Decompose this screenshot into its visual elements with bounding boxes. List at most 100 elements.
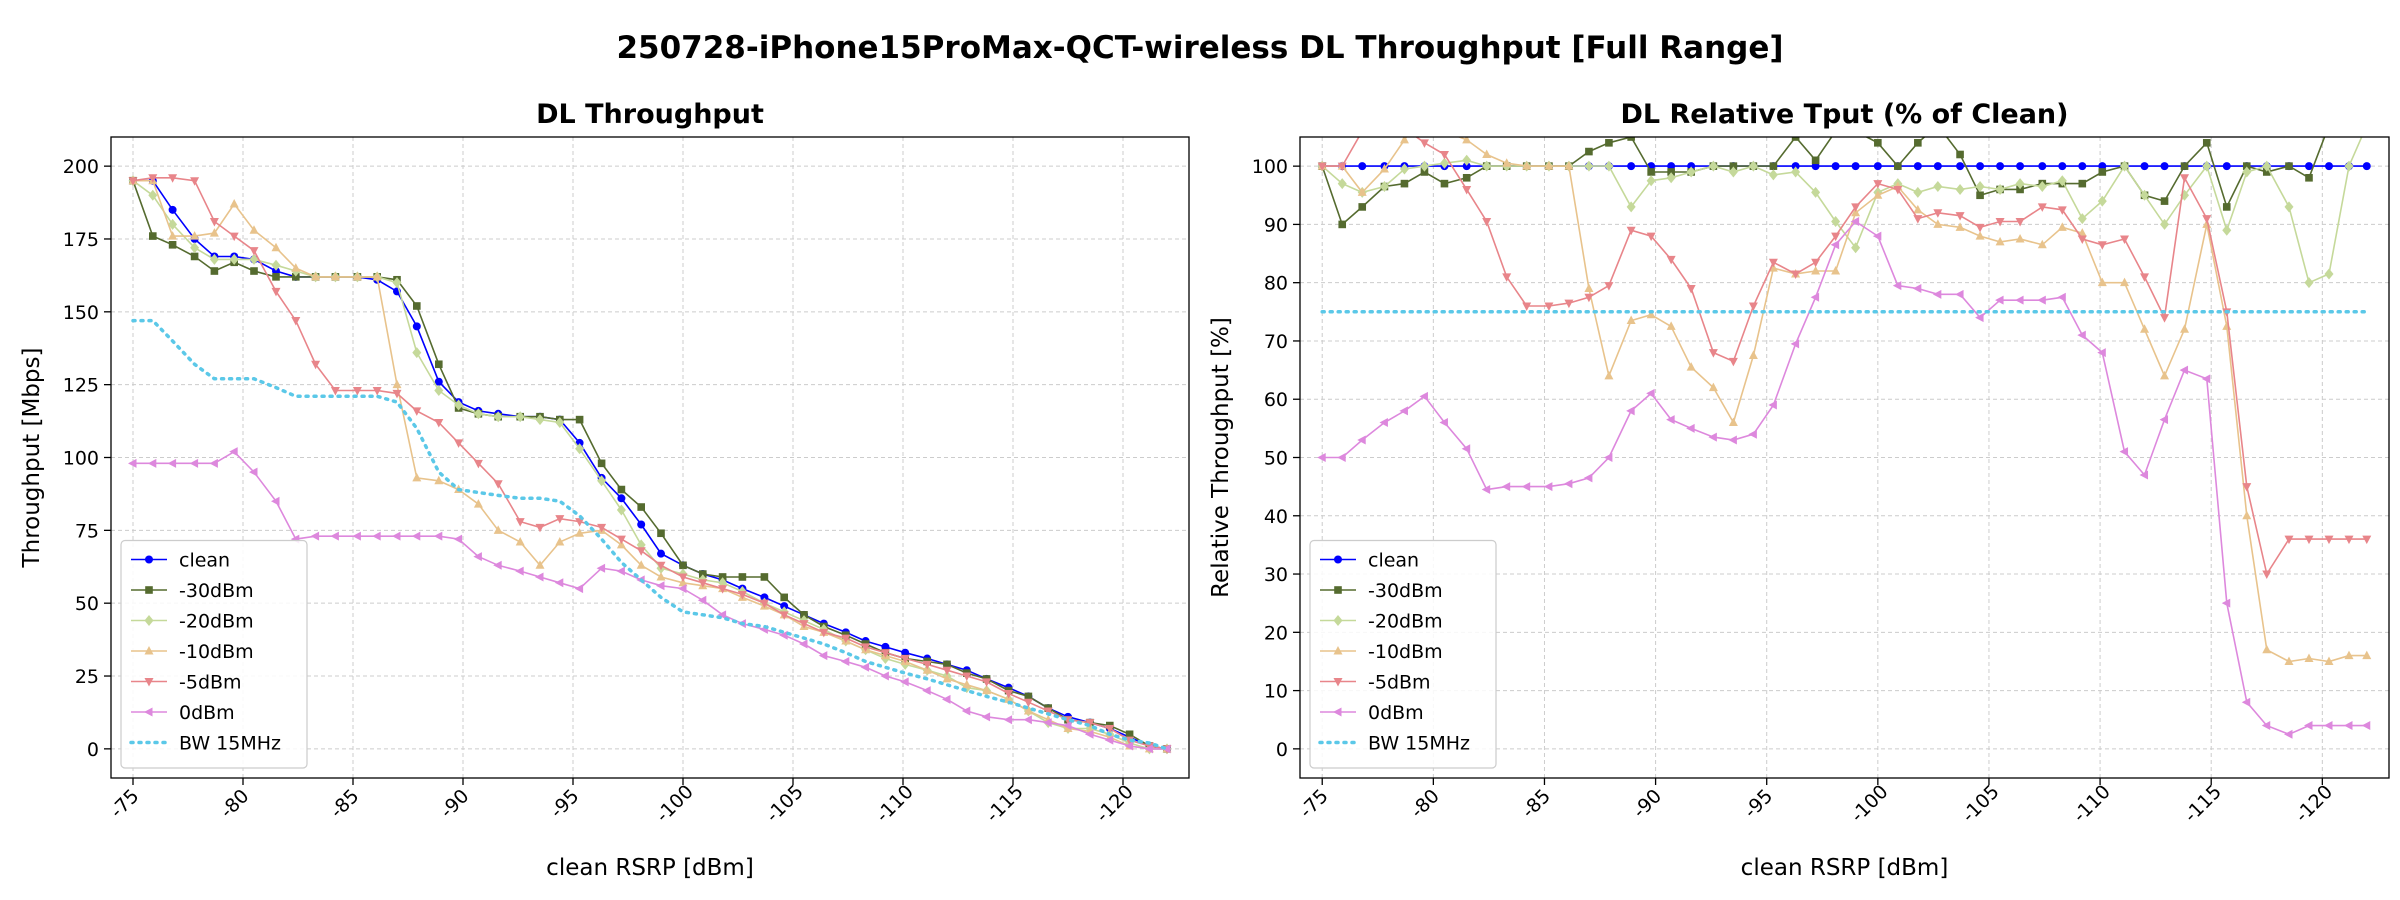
- chart2-series-0dbm-point-46: [2261, 721, 2271, 731]
- chart2-ytick-label-8: 80: [1264, 273, 1288, 295]
- chart2-series-5dbm-point-34: [2015, 217, 2025, 227]
- chart1-series-0dbm-point-46: [1063, 721, 1072, 731]
- chart1-series-clean-point-2: [168, 205, 177, 214]
- chart1-series-0dbm-point-35: [840, 656, 850, 666]
- chart1-series-10dbm-point-12: [372, 271, 382, 281]
- chart1-series-0dbm-point-36: [860, 662, 870, 672]
- chart1-ytick-label-0: 0: [87, 739, 99, 761]
- chart1-xtick-label-4: -95: [546, 785, 584, 823]
- chart1-series-bw-15mhz-line: [131, 318, 1169, 751]
- chart2-series-20dbm-point-30: [1933, 181, 1943, 193]
- chart1-series-10dbm-point-11: [352, 271, 362, 281]
- chart2-series-20dbm-point-15: [1626, 201, 1636, 213]
- chart2-series-30dbm-point-14: [1605, 139, 1613, 147]
- chart2-series-clean-point-37: [2078, 162, 2087, 171]
- chart2-series-0dbm-point-23: [1790, 339, 1800, 349]
- chart2-series-5dbm-point-28: [1893, 185, 1903, 195]
- chart1-ytick-label-5: 125: [63, 375, 99, 397]
- chart2-series-0dbm-point-21: [1748, 429, 1757, 439]
- chart1-series-30dbm-point-1: [149, 232, 157, 240]
- chart1-ylabel: Throughput [Mbps]: [19, 348, 45, 569]
- chart1-series-0dbm-point-0: [128, 458, 137, 468]
- chart2-series-10dbm-point-3: [1379, 164, 1389, 173]
- chart2-legend-entry-5dbm-marker: [1333, 678, 1343, 687]
- chart2-series-10dbm-point-2: [1357, 187, 1367, 196]
- chart2-series-5dbm-point-29: [1913, 215, 1923, 224]
- chart2-series-5dbm-point-35: [2037, 203, 2047, 212]
- chart2-series-clean-point-41: [2160, 162, 2169, 171]
- chart2-series-clean-point-27: [1873, 162, 1882, 171]
- chart2-title: DL Relative Tput (% of Clean): [1621, 99, 2069, 130]
- chart2-series-5dbm-point-17: [1666, 255, 1676, 265]
- chart1-legend-entry-30dbm-marker: [145, 586, 153, 594]
- chart2-series-20dbm-point-24: [1811, 186, 1821, 198]
- chart1-series-5dbm-point-42: [982, 678, 992, 687]
- chart2-series-20dbm-point-29: [1913, 186, 1923, 198]
- chart2-series-30dbm-point-51: [2363, 122, 2371, 130]
- chart1-series-0dbm-point-16: [453, 534, 463, 544]
- chart2-series-0dbm-point-29: [1912, 284, 1922, 294]
- chart1-ytick-label-4: 100: [63, 448, 99, 470]
- chart2-series-5dbm-point-13: [1584, 293, 1594, 303]
- chart1-series-0dbm-point-34: [818, 651, 828, 661]
- chart2-series-30dbm-point-6: [1440, 179, 1449, 188]
- chart1-series-20dbm-point-2: [168, 218, 178, 230]
- chart1-series-30dbm-point-25: [637, 503, 645, 511]
- chart1-series-0dbm-point-14: [411, 531, 421, 541]
- chart1-series-10dbm-point-24: [616, 539, 626, 549]
- chart2-series-0dbm-point-38: [2097, 348, 2106, 358]
- chart2-series-5dbm-point-10: [1522, 302, 1532, 311]
- chart2-series-30dbm-point-4: [1400, 179, 1409, 188]
- chart1-series-30dbm-point-3: [190, 252, 199, 261]
- chart2-series-30dbm-point-45: [2242, 162, 2251, 170]
- chart2-series-30dbm-point-44: [2222, 203, 2231, 211]
- chart2-series-10dbm-point-38: [2097, 277, 2107, 287]
- chart2-series-10dbm-point-30: [1933, 219, 1943, 228]
- chart1-series-30dbm-point-6: [250, 267, 258, 275]
- chart1-series-clean-point-31: [760, 593, 769, 602]
- chart1-series-30dbm-point-30: [738, 573, 747, 581]
- chart1-xtick-label-0: -75: [106, 785, 144, 823]
- chart2-series-0dbm-point-26: [1850, 216, 1860, 226]
- chart2-ytick-label-7: 70: [1264, 331, 1288, 353]
- chart2-series-10dbm-point-20: [1728, 417, 1738, 427]
- chart1-xlabel: clean RSRP [dBm]: [546, 855, 754, 881]
- chart2-series-5dbm-point-6: [1439, 150, 1449, 160]
- chart1-series-0dbm-point-39: [922, 686, 931, 696]
- chart1-legend-entry-10dbm-label: -10dBm: [179, 641, 254, 663]
- chart1-ytick-label-8: 200: [63, 156, 99, 178]
- chart1-series-clean-point-26: [657, 549, 665, 558]
- chart1-series-10dbm-point-27: [678, 577, 688, 587]
- chart1-series-10dbm-point-14: [412, 472, 422, 482]
- chart1-series-5dbm-point-20: [535, 523, 545, 533]
- chart2-series-30dbm-point-37: [2078, 179, 2087, 188]
- chart1-legend-entry-clean-label: clean: [179, 550, 230, 572]
- chart2-series-10dbm-point-7: [1462, 137, 1472, 144]
- chart2-series-0dbm-point-5: [1419, 391, 1428, 401]
- chart2-series-5dbm-point-7: [1462, 185, 1472, 195]
- chart2-series-10dbm-point-25: [1831, 266, 1841, 275]
- chart2-series-0dbm-point-10: [1521, 482, 1531, 492]
- chart1-series-5dbm-point-41: [962, 672, 972, 682]
- chart2-series-20dbm-point-25: [1831, 215, 1841, 227]
- chart1-series-10dbm-point-8: [291, 263, 301, 272]
- chart2-series-5dbm-point-24: [1811, 258, 1821, 268]
- chart1-series-5dbm-point-2: [168, 174, 178, 183]
- chart1-series-5dbm-point-39: [922, 660, 932, 670]
- chart2-xtick-label-6: -105: [1958, 781, 2004, 827]
- chart1-series-20dbm-point-16: [454, 399, 464, 411]
- chart2-series-10dbm-point-34: [2015, 233, 2025, 243]
- chart1-series-20dbm-point-7: [271, 259, 281, 271]
- chart1-series-0dbm-point-18: [493, 560, 502, 570]
- chart2-series-10dbm-point-45: [2242, 510, 2252, 520]
- chart1-series-20dbm-point-23: [597, 475, 607, 487]
- chart2-series-0dbm-point-49: [2323, 721, 2333, 731]
- chart2-series-10dbm-point-26: [1851, 207, 1861, 217]
- chart1-series-0dbm-point-6: [249, 467, 258, 477]
- chart1-series-0dbm-point-51: [1162, 744, 1171, 754]
- chart2-series-20dbm-point-37: [2077, 213, 2087, 225]
- chart2-series-clean-point-44: [2222, 162, 2231, 171]
- chart1-series-5dbm-point-13: [392, 389, 402, 399]
- chart2-series-30dbm-point-15: [1627, 137, 1635, 141]
- chart2-series-20dbm-point-22: [1768, 169, 1778, 181]
